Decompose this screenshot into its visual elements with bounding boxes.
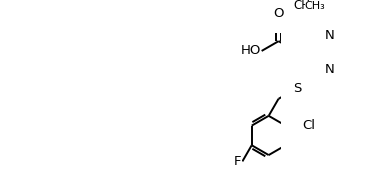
Text: O: O [273,7,284,20]
Text: CH₃: CH₃ [293,0,315,12]
Text: F: F [234,155,242,168]
Text: S: S [293,82,301,95]
Text: N: N [325,63,334,76]
Text: HO: HO [240,44,261,57]
Text: N: N [325,29,334,42]
Text: Cl: Cl [303,119,316,132]
Text: CH₃: CH₃ [305,1,325,11]
